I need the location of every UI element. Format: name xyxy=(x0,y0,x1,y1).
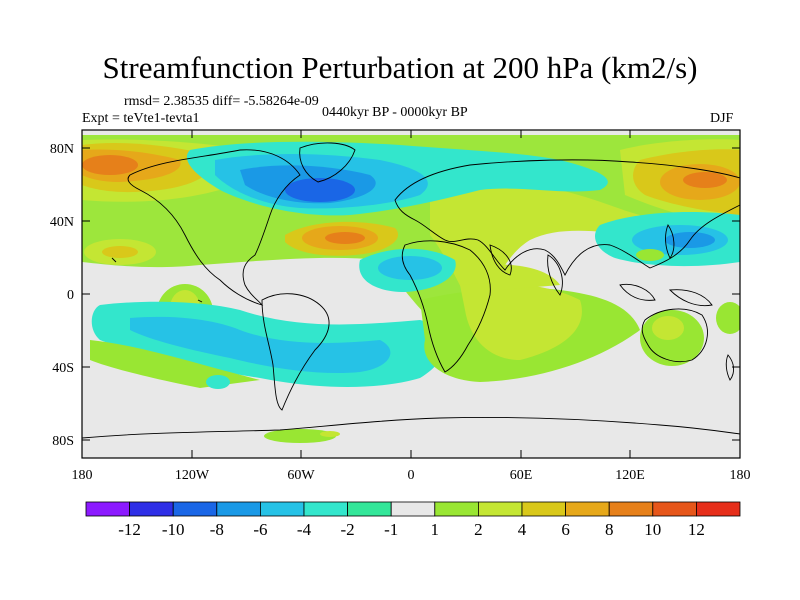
lon-label-180w: 180 xyxy=(72,468,93,483)
lat-label-40s: 40S xyxy=(52,361,74,376)
colorbar-label: -1 xyxy=(384,520,398,539)
lon-label-0: 0 xyxy=(408,468,415,483)
coastlines xyxy=(82,142,740,439)
lat-label-0: 0 xyxy=(67,288,74,303)
colorbar-label: 2 xyxy=(474,520,483,539)
map-title: Streamfunction Perturbation at 200 hPa (… xyxy=(102,50,698,85)
colorbar-swatch xyxy=(696,501,741,517)
lon-label-120e: 120E xyxy=(615,468,645,483)
tick-marks xyxy=(81,130,741,458)
experiment-label: Expt = teVte1-tevta1 xyxy=(82,111,200,126)
colorbar-swatch xyxy=(390,501,436,517)
season-label: DJF xyxy=(710,111,734,126)
colorbar: -12 -10 -8 -6 -4 -2 -1 1 2 4 6 8 10 12 xyxy=(85,501,741,539)
colorbar-swatch xyxy=(477,501,523,517)
colorbar-label: -8 xyxy=(210,520,224,539)
colorbar-label: 4 xyxy=(518,520,527,539)
colorbar-label: 6 xyxy=(561,520,570,539)
colorbar-swatch xyxy=(216,501,261,517)
colorbar-swatch xyxy=(652,501,697,517)
period-label: 0440kyr BP - 0000kyr BP xyxy=(322,105,468,120)
colorbar-swatch xyxy=(565,501,610,517)
colorbar-swatch xyxy=(129,501,174,517)
colorbar-label: -6 xyxy=(253,520,267,539)
streamfunction-field xyxy=(82,135,740,443)
lon-label-180e: 180 xyxy=(730,468,751,483)
colorbar-label: 1 xyxy=(431,520,440,539)
colorbar-label: -10 xyxy=(162,520,185,539)
colorbar-label: -4 xyxy=(297,520,312,539)
colorbar-swatch xyxy=(303,501,348,517)
map-plot-area xyxy=(82,130,740,458)
colorbar-label: 8 xyxy=(605,520,614,539)
colorbar-swatch xyxy=(259,501,305,517)
lon-label-60e: 60E xyxy=(510,468,533,483)
lon-label-60w: 60W xyxy=(287,468,315,483)
colorbar-label: 10 xyxy=(644,520,661,539)
colorbar-swatch xyxy=(608,501,654,517)
lat-label-40n: 40N xyxy=(50,215,74,230)
colorbar-swatch xyxy=(434,501,479,517)
lat-label-80n: 80N xyxy=(50,142,74,157)
colorbar-label: -12 xyxy=(118,520,141,539)
longitude-labels: 180 120W 60W 0 60E 120E 180 xyxy=(72,468,751,483)
colorbar-label: -2 xyxy=(341,520,355,539)
colorbar-swatch xyxy=(172,501,218,517)
colorbar-swatch xyxy=(347,501,392,517)
lon-label-120w: 120W xyxy=(175,468,210,483)
lat-label-80s: 80S xyxy=(52,434,74,449)
colorbar-label: 12 xyxy=(688,520,705,539)
colorbar-swatch xyxy=(521,501,566,517)
colorbar-swatch xyxy=(85,501,130,517)
latitude-labels: 80N 40N 0 40S 80S xyxy=(50,142,74,449)
stats-text: rmsd= 2.38535 diff= -5.58264e-09 xyxy=(124,94,319,109)
